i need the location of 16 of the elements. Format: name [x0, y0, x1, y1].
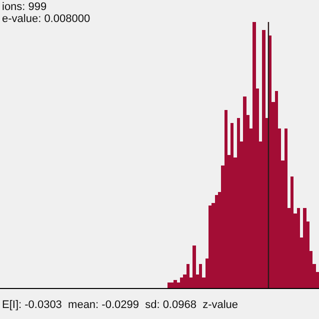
bar [262, 30, 266, 288]
bar [296, 208, 300, 288]
bar [224, 110, 228, 288]
text: E[I]: -0.0303 mean: -0.0299 sd: 0.0968 z-value [2, 299, 238, 311]
bar [186, 264, 190, 288]
bar [284, 128, 288, 288]
bar [198, 264, 202, 288]
bar [192, 245, 196, 288]
text: ions: 999 [2, 1, 47, 13]
bar [167, 282, 171, 288]
bar [180, 277, 184, 288]
bar [208, 206, 212, 288]
bar [290, 176, 294, 288]
text: e-value: 0.008000 [2, 13, 90, 25]
bar [252, 22, 256, 288]
bar [303, 208, 306, 288]
